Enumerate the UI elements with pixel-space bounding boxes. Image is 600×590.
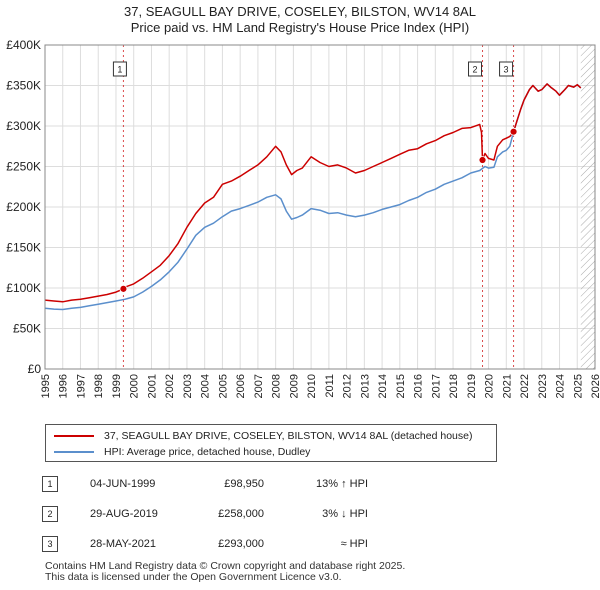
transaction-date: 29-AUG-2019 [90,508,158,520]
legend-swatch-property [54,435,94,437]
x-tick-label: 2008 [271,374,283,398]
transaction-marker: 2 [42,506,58,522]
x-tick-label: 2014 [377,374,389,398]
transaction-price: £98,950 [224,478,264,490]
y-tick-label: £100K [6,281,41,295]
x-tick-label: 1998 [93,374,105,398]
transaction-hpi-comparison: ≈ HPI [340,538,368,550]
chart-legend: 37, SEAGULL BAY DRIVE, COSELEY, BILSTON,… [45,424,497,462]
legend-swatch-hpi [54,451,94,453]
transaction-date: 28-MAY-2021 [90,538,157,550]
x-tick-label: 2015 [395,374,407,398]
y-tick-label: £400K [6,38,41,52]
x-tick-label: 1999 [111,374,123,398]
legend-label-hpi: HPI: Average price, detached house, Dudl… [104,446,311,458]
x-tick-label: 2006 [235,374,247,398]
table-row: 3 28-MAY-2021 £293,000 ≈ HPI [42,536,562,554]
x-tick-label: 2001 [146,374,158,398]
price-chart: 1 2 3 £0 £50K £100K £150K £200K £250K £300K £350K £… [6,38,600,398]
y-tick-label: £350K [6,79,41,93]
y-tick-label: £150K [6,241,41,255]
legend-item-property: 37, SEAGULL BAY DRIVE, COSELEY, BILSTON,… [54,428,472,444]
series-group [45,83,582,311]
x-tick-label: 2023 [537,374,549,398]
x-tick-label: 2005 [217,374,229,398]
annotation-box-2 [468,61,483,77]
footer-licence: This data is licensed under the Open Gov… [45,571,342,583]
y-tick-label: £0 [28,362,42,376]
transaction-marker: 3 [42,536,58,552]
transaction-price: £293,000 [218,538,264,550]
annotation-label-1: 1 [117,65,122,75]
series-line-property [45,83,582,303]
legend-item-hpi: HPI: Average price, detached house, Dudl… [54,444,310,460]
x-tick-label: 2022 [519,374,531,398]
x-tick-label: 2019 [466,374,478,398]
footer-copyright: Contains HM Land Registry data © Crown c… [45,560,406,572]
x-tick-label: 2024 [555,374,567,398]
x-tick-label: 1997 [75,374,87,398]
chart-title-line2: Price paid vs. HM Land Registry's House … [130,20,470,35]
annotation-label-3: 3 [504,65,509,75]
x-tick-label: 2021 [501,374,513,398]
x-tick-label: 2026 [590,374,600,398]
x-tick-label: 2004 [200,374,212,398]
y-tick-label: £300K [6,119,41,133]
x-tick-label: 2017 [430,374,442,398]
transaction-hpi-comparison: 3% ↓ HPI [322,508,368,520]
sale-point-1 [119,284,128,293]
x-tick-label: 2012 [342,374,354,398]
forecast-hatch [580,45,595,369]
annotation-box-3 [499,61,514,77]
y-tick-label: £50K [13,322,41,336]
y-tick-label: £200K [6,200,41,214]
x-tick-label: 2025 [572,374,584,398]
x-tick-label: 2009 [288,374,300,398]
plot-border [44,44,596,370]
table-row: 1 04-JUN-1999 £98,950 13% ↑ HPI [42,476,562,494]
x-tick-label: 2007 [253,374,265,398]
sale-point-3 [509,127,518,136]
x-tick-label: 2010 [306,374,318,398]
x-tick-label: 2000 [129,374,141,398]
x-tick-label: 2018 [448,374,460,398]
transaction-marker: 1 [42,476,58,492]
x-tick-label: 2013 [359,374,371,398]
y-tick-label: £250K [6,160,41,174]
x-tick-label: 1996 [58,374,70,398]
annotation-label-2: 2 [473,65,478,75]
x-tick-label: 2002 [164,374,176,398]
sale-point-2 [478,156,487,164]
transaction-date: 04-JUN-1999 [90,478,156,490]
chart-title-line1: 37, SEAGULL BAY DRIVE, COSELEY, BILSTON,… [124,4,476,19]
x-tick-label: 2020 [484,374,496,398]
x-tick-label: 2003 [182,374,194,398]
x-tick-label: 2011 [324,374,336,398]
x-tick-label: 1995 [40,374,52,398]
table-row: 2 29-AUG-2019 £258,000 3% ↓ HPI [42,506,562,524]
annotation-box-1 [112,61,127,77]
legend-label-property: 37, SEAGULL BAY DRIVE, COSELEY, BILSTON,… [104,430,473,442]
footer: Contains HM Land Registry data © Crown c… [45,561,405,583]
x-tick-label: 2016 [413,374,425,398]
transaction-hpi-comparison: 13% ↑ HPI [316,478,368,490]
transaction-price: £258,000 [218,508,264,520]
